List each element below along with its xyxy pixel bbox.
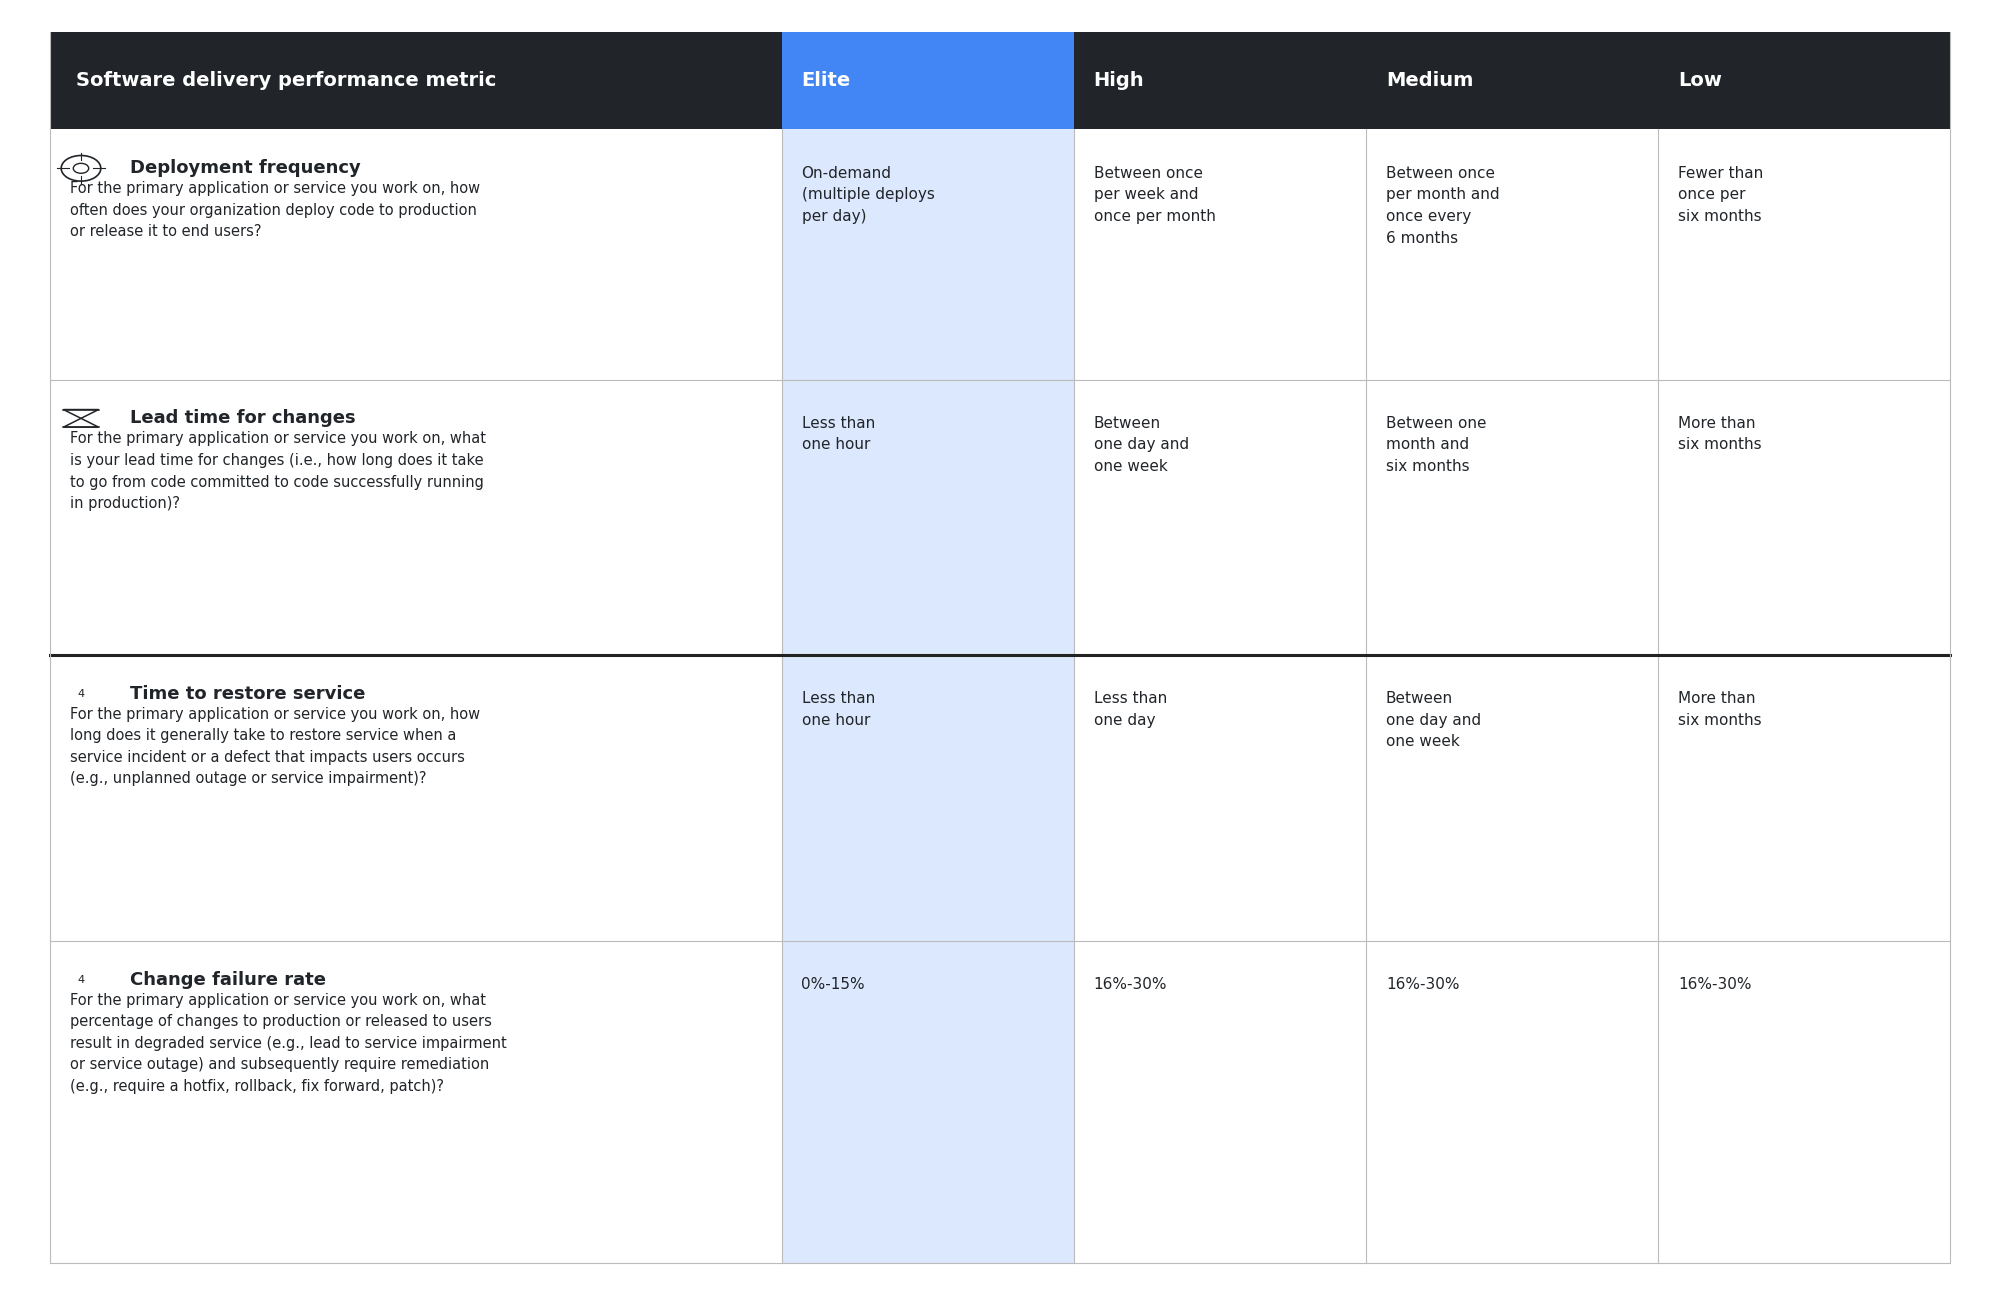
Text: For the primary application or service you work on, how
long does it generally t: For the primary application or service y… [70, 707, 480, 786]
Text: Fewer than
once per
six months: Fewer than once per six months [1678, 166, 1764, 224]
Text: Low: Low [1678, 71, 1722, 91]
Text: Between
one day and
one week: Between one day and one week [1386, 692, 1482, 750]
Text: Time to restore service: Time to restore service [130, 685, 366, 703]
Text: 0%-15%: 0%-15% [802, 976, 866, 992]
Bar [50, 655, 1950, 940]
Bar [782, 940, 1074, 1263]
Bar [50, 130, 1950, 379]
Text: More than
six months: More than six months [1678, 416, 1762, 452]
Text: Medium: Medium [1386, 71, 1474, 91]
Text: Less than
one hour: Less than one hour [802, 416, 874, 452]
Text: Between once
per month and
once every
6 months: Between once per month and once every 6 … [1386, 166, 1500, 246]
Text: Between
one day and
one week: Between one day and one week [1094, 416, 1188, 474]
Text: Between once
per week and
once per month: Between once per week and once per month [1094, 166, 1216, 224]
Text: Between one
month and
six months: Between one month and six months [1386, 416, 1486, 474]
Bar [782, 655, 1074, 940]
Text: Deployment frequency: Deployment frequency [130, 159, 360, 177]
Text: 4: 4 [78, 689, 84, 699]
Text: For the primary application or service you work on, how
often does your organiza: For the primary application or service y… [70, 181, 480, 240]
Text: Less than
one hour: Less than one hour [802, 692, 874, 728]
Bar [50, 940, 1950, 1263]
Bar [50, 32, 1950, 130]
Text: Less than
one day: Less than one day [1094, 692, 1166, 728]
Text: Elite: Elite [802, 71, 850, 91]
Text: Software delivery performance metric: Software delivery performance metric [76, 71, 496, 91]
Bar [782, 32, 1074, 130]
Text: High: High [1094, 71, 1144, 91]
Text: On-demand
(multiple deploys
per day): On-demand (multiple deploys per day) [802, 166, 934, 224]
Text: More than
six months: More than six months [1678, 692, 1762, 728]
Text: 16%-30%: 16%-30% [1386, 976, 1460, 992]
Text: 16%-30%: 16%-30% [1094, 976, 1168, 992]
Bar [50, 379, 1950, 655]
Text: 16%-30%: 16%-30% [1678, 976, 1752, 992]
Text: 4: 4 [78, 975, 84, 984]
Bar [782, 379, 1074, 655]
Text: Lead time for changes: Lead time for changes [130, 409, 356, 427]
Text: Change failure rate: Change failure rate [130, 971, 326, 988]
Bar [782, 130, 1074, 379]
Text: For the primary application or service you work on, what
is your lead time for c: For the primary application or service y… [70, 431, 486, 512]
Text: For the primary application or service you work on, what
percentage of changes t: For the primary application or service y… [70, 992, 506, 1094]
